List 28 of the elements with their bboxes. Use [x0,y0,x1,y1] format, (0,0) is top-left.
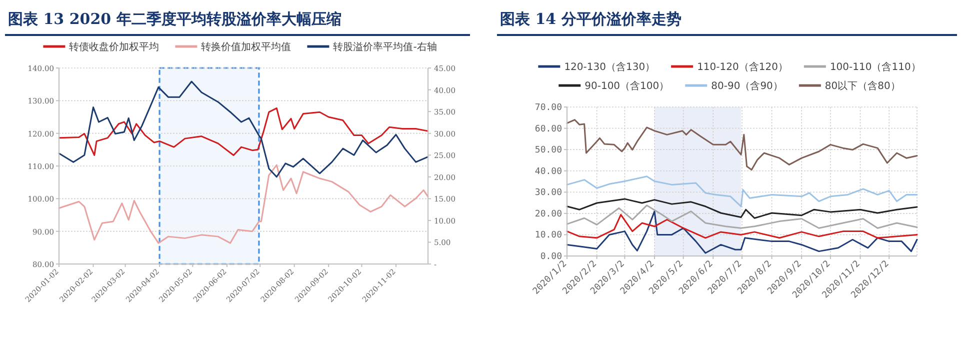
chart-title: 图表 13 2020 年二季度平均转股溢价率大幅压缩 [8,10,342,28]
legend-label: 转股溢价率平均值-右轴 [333,41,437,53]
legend-label: 80以下（含80） [824,80,900,92]
line-series [566,214,918,239]
legend-label: 80-90（含90） [711,80,783,92]
y-tick-label: 50.00 [534,146,562,156]
line-series [566,119,918,171]
legend-label: 转债收盘价加权平均 [69,41,160,53]
line-series [566,198,918,219]
line-series [58,107,429,156]
y-tick-label: 40.00 [534,166,562,177]
legend-label: 90-100（含100） [584,80,670,92]
line-series [566,176,918,208]
y-tick-label: 30.00 [534,188,562,198]
y-tick-label: 20.00 [534,209,562,220]
y-tick-label: 0.00 [540,252,562,262]
line-series [58,164,429,244]
legend-label: 120-130（含130） [564,61,656,73]
legend-label: 110-120（含120） [697,61,788,73]
line-series [58,80,429,178]
legend-label: 转换价值加权平均值 [201,41,292,53]
y-tick-label: 70.00 [534,103,562,113]
line-series [566,210,918,254]
y-tick-label: 60.00 [534,124,562,134]
y-tick-label: 10.00 [534,230,562,241]
line-series [566,204,918,229]
legend-label: 100-110（含110） [830,61,921,73]
chart-title: 图表 14 分平价溢价率走势 [500,10,682,28]
